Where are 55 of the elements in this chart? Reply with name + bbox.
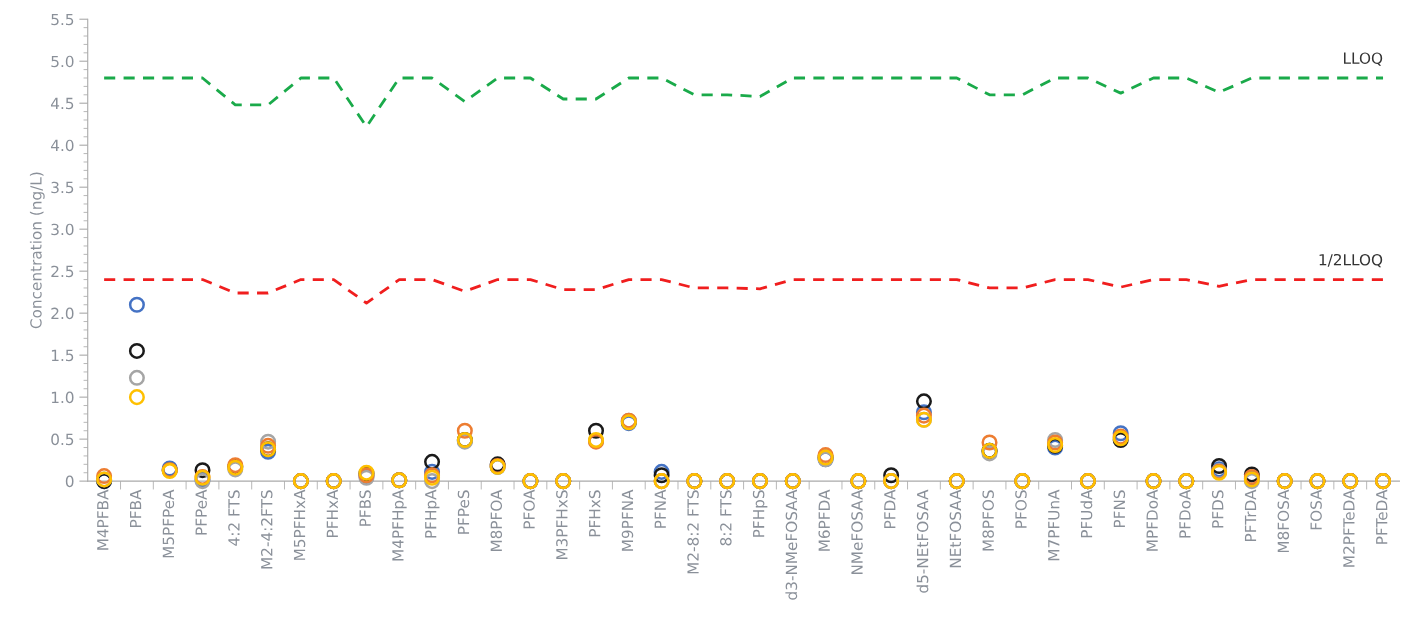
x-tick-label: PFPeA	[195, 489, 207, 535]
x-tick-label: MPFDoA	[1146, 489, 1158, 551]
x-tick-label: PFBS	[359, 490, 371, 526]
y-tick-label: 2.0	[51, 307, 74, 320]
x-tick-label: PFOA	[523, 489, 535, 529]
x-tick-label: M7PFUnA	[1048, 489, 1060, 561]
y-axis-title: Concentration (ng/L)	[29, 172, 45, 329]
x-tick-label: PFDoA	[1179, 489, 1191, 538]
x-tick-label: PFUdA	[1080, 489, 1093, 538]
y-tick-label: 4.5	[50, 97, 74, 110]
x-tick-label: M2PFTeDA	[1343, 489, 1355, 567]
x-tick-label: PFBA	[130, 489, 142, 527]
y-tick-label: 0.5	[51, 433, 74, 446]
y-tick-label: 4.0	[50, 139, 74, 152]
x-tick-label: M8PFOA	[490, 489, 503, 552]
x-tick-label: PFHxS	[588, 490, 601, 537]
x-tick-label: M3PFHxS	[556, 490, 568, 560]
x-tick-label: PFHpS	[752, 490, 768, 537]
y-tick-label: 5.0	[51, 55, 74, 68]
x-tick-label: M4PFHpA	[392, 489, 407, 561]
x-tick-label: 8:2 FTS	[720, 490, 732, 546]
y-tick-label: 3.5	[51, 181, 74, 194]
x-tick-label: PFNS	[1113, 490, 1126, 528]
x-tick-label: M5PFPeA	[162, 489, 175, 558]
x-tick-label: PFDS	[1211, 490, 1224, 528]
y-tick-label: 2.5	[51, 265, 74, 278]
x-tick-label: PFHpA	[425, 489, 440, 538]
x-tick-label: 4:2 FTS	[228, 490, 240, 546]
x-tick-label: M6PFDA	[818, 489, 830, 551]
x-tick-label: FOSA	[1310, 489, 1322, 530]
x-tick-label: M5PFHxA	[293, 489, 306, 560]
x-tick-label: PFOS	[1015, 490, 1027, 528]
y-tick-label: 1.0	[51, 391, 74, 404]
y-tick-label: 0	[65, 475, 74, 488]
x-tick-label: M4PFBA	[97, 489, 109, 550]
x-tick-label: PFNA	[654, 489, 666, 528]
x-tick-label: d5-NEtFOSAA	[916, 489, 929, 593]
x-tick-label: NMeFOSAA	[851, 489, 863, 575]
series-label: LLOQ	[1344, 52, 1383, 66]
x-tick-label: M9PFNA	[621, 489, 634, 551]
x-tick-label: PFPeS	[457, 490, 470, 534]
y-tick-label: 1.5	[51, 349, 74, 362]
x-tick-label: M2-4:2FTS	[260, 490, 273, 569]
x-tick-label: d3-NMeFOSAA	[785, 489, 798, 600]
x-tick-label: PFTeDA	[1376, 489, 1388, 544]
series-label: 1/2LLOQ	[1319, 253, 1383, 268]
x-tick-label: M8PFOS	[982, 490, 994, 551]
x-tick-label: PFDA	[884, 489, 896, 528]
y-tick-label: 3.0	[51, 223, 74, 236]
x-tick-label: M8FOSA	[1277, 489, 1290, 553]
x-tick-label: M2-8:2 FTS	[687, 490, 699, 574]
x-tick-label: PFHxA	[326, 489, 338, 537]
y-tick-label: 5.5	[51, 13, 74, 26]
x-tick-label: NEtFOSAA	[949, 489, 962, 568]
x-tick-label: PFTrDA	[1244, 489, 1257, 541]
